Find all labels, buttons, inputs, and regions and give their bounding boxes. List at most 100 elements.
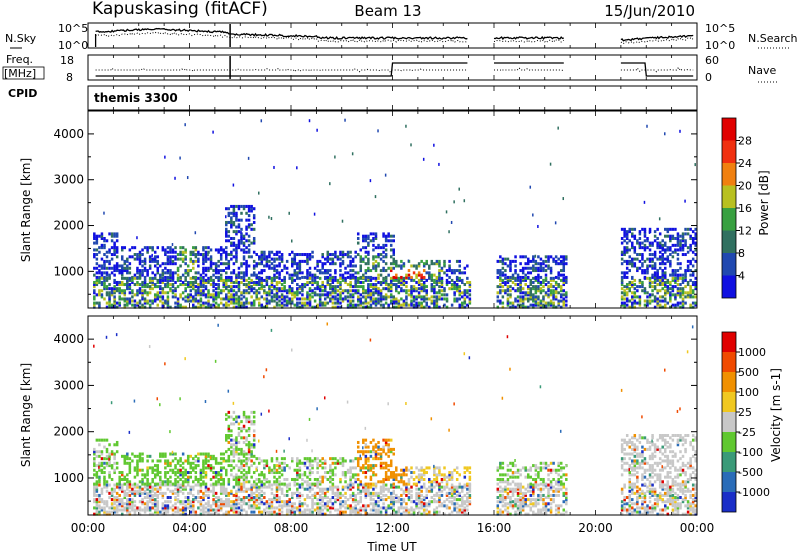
data-cell [450, 283, 454, 287]
data-cell [245, 452, 248, 456]
data-cell [240, 264, 243, 268]
data-cell [240, 271, 243, 275]
data-cell [275, 303, 279, 307]
colorbar-segment [722, 253, 736, 276]
data-cell [313, 291, 317, 295]
data-cell [280, 461, 284, 465]
data-cell [359, 248, 363, 252]
data-cell [521, 297, 525, 301]
data-cell [110, 452, 114, 456]
data-cell [331, 253, 335, 257]
data-cell [351, 259, 355, 263]
data-cell [245, 204, 248, 208]
data-cell [133, 454, 137, 458]
data-cell [329, 471, 332, 475]
data-cell [240, 227, 243, 231]
data-cell [275, 291, 279, 295]
data-cell [161, 506, 165, 510]
data-cell [123, 457, 127, 461]
data-cell [623, 291, 626, 295]
colorbar-tick-label: 20 [738, 180, 752, 193]
data-cell [110, 289, 114, 293]
data-cell [270, 262, 274, 266]
data-cell [372, 276, 375, 280]
data-cell [204, 461, 208, 465]
data-cell [179, 278, 182, 282]
data-cell [98, 504, 101, 508]
data-cell [641, 289, 644, 293]
data-cell [232, 214, 236, 218]
data-cell [275, 498, 279, 502]
data-cell [633, 248, 637, 252]
data-cell [321, 283, 324, 287]
data-cell [656, 269, 659, 273]
data-cell [93, 232, 96, 236]
data-cell [98, 271, 101, 275]
data-cell [547, 264, 550, 268]
data-cell [666, 285, 670, 289]
data-cell [270, 487, 274, 491]
data-cell [362, 285, 365, 289]
data-cell [204, 452, 208, 456]
data-cell [252, 443, 256, 447]
data-cell [250, 493, 253, 497]
data-cell [344, 485, 347, 489]
data-cell [153, 468, 157, 472]
data-cell [275, 293, 279, 297]
data-cell [212, 491, 215, 495]
data-cell [110, 239, 114, 243]
data-cell [265, 293, 269, 297]
data-cell [303, 508, 307, 512]
data-cell [192, 266, 195, 270]
data-cell [387, 287, 390, 291]
data-cell [369, 303, 373, 307]
data-cell [671, 243, 675, 247]
data-cell [230, 468, 233, 472]
data-cell [192, 508, 195, 512]
data-cell [676, 291, 680, 295]
data-cell [296, 303, 299, 307]
data-cell [395, 297, 398, 301]
data-cell [367, 243, 370, 247]
data-cell [225, 215, 227, 219]
data-cell [509, 301, 512, 305]
data-cell [623, 275, 626, 279]
data-cell [681, 276, 685, 280]
data-cell [268, 289, 271, 293]
data-cell [280, 278, 284, 282]
data-cell [526, 285, 530, 289]
data-cell [643, 248, 647, 252]
data-cell [283, 299, 286, 303]
data-cell [98, 289, 101, 293]
data-cell [118, 280, 121, 284]
data-cell [689, 246, 692, 250]
data-cell [192, 303, 195, 307]
data-cell [349, 471, 352, 475]
data-cell [232, 220, 236, 224]
data-cell [222, 289, 225, 293]
data-cell [428, 271, 431, 275]
data-cell [93, 253, 96, 257]
data-cell [529, 278, 533, 282]
data-cell [260, 502, 264, 506]
data-cell [532, 299, 535, 303]
data-cell [392, 305, 395, 309]
data-cell [242, 450, 246, 454]
data-cell [126, 498, 129, 502]
data-cell [329, 506, 332, 510]
data-cell [631, 227, 634, 231]
search-noise-line [95, 31, 694, 45]
data-cell [638, 236, 642, 240]
data-cell [453, 291, 456, 295]
data-cell [194, 464, 198, 468]
data-cell [311, 289, 314, 293]
data-cell [549, 293, 553, 297]
data-cell [207, 452, 210, 456]
data-cell [625, 299, 629, 303]
data-cell [110, 489, 114, 493]
data-cell [336, 305, 340, 309]
data-cell [306, 483, 309, 487]
data-cell [298, 264, 302, 268]
data-cell [126, 485, 129, 489]
data-cell [207, 278, 210, 282]
